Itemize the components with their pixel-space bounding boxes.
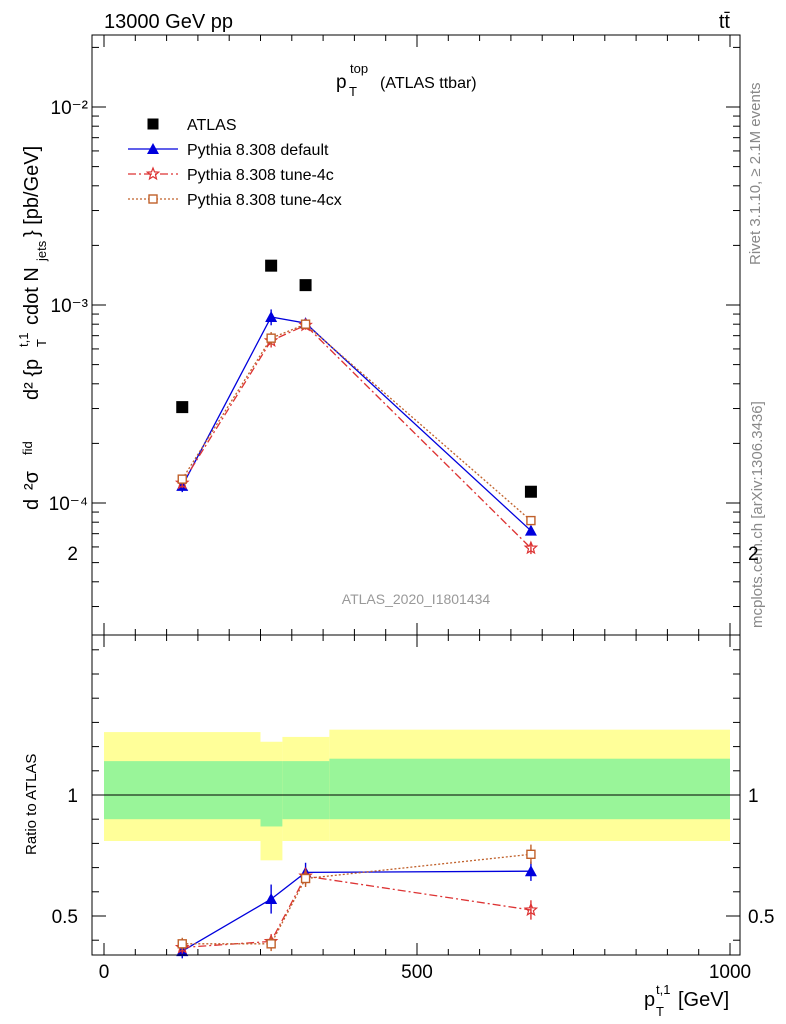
plot-title-sup: top xyxy=(350,61,368,76)
x-axis-label: p t,1 T [GeV] xyxy=(644,982,729,1019)
svg-text:cdot N: cdot N xyxy=(21,267,43,325)
legend-entry: Pythia 8.308 tune-4cx xyxy=(128,192,342,209)
ratio-y-label: Ratio to ATLAS xyxy=(23,754,40,855)
series-line xyxy=(181,316,532,532)
data-point xyxy=(266,939,276,949)
svg-text:} [pb/GeV]: } [pb/GeV] xyxy=(21,146,43,237)
stat-uncertainty-band xyxy=(329,758,730,820)
y-axis-label: d ²σ fid d² {p t,1 T cdot N jets } [pb/G… xyxy=(16,146,49,510)
main-plot-panel: 10⁻⁴ 10⁻³ 10⁻² p top T (ATLAS ttbar) ATLAS… xyxy=(16,34,741,636)
series-line xyxy=(181,323,532,522)
analysis-watermark: ATLAS_2020_I1801434 xyxy=(342,591,491,607)
data-point xyxy=(266,333,276,343)
data-point xyxy=(526,515,536,526)
x-tick-label: 500 xyxy=(401,962,433,983)
stat-uncertainty-band xyxy=(260,761,283,827)
stat-uncertainty-band xyxy=(104,761,261,820)
data-point xyxy=(523,540,539,555)
legend-entry: Pythia 8.308 default xyxy=(128,142,329,159)
ratio-series-pythia-8-308-tune-4cx xyxy=(177,844,536,952)
svg-text:d: d xyxy=(21,499,43,510)
data-point xyxy=(523,902,539,917)
data-point xyxy=(524,865,537,877)
plot-title-sub: T xyxy=(349,84,357,99)
legend-entry: ATLAS xyxy=(147,117,237,134)
ratio-series-pythia-8-308-tune-4c xyxy=(174,867,539,954)
legend-label: ATLAS xyxy=(187,117,237,134)
data-point xyxy=(300,873,311,884)
legend-label: Pythia 8.308 tune-4c xyxy=(187,167,334,184)
data-point xyxy=(265,310,278,322)
data-point xyxy=(300,319,311,329)
svg-text:t,1: t,1 xyxy=(656,982,670,997)
series-line xyxy=(181,870,531,952)
data-point xyxy=(176,401,189,414)
data-point xyxy=(265,259,278,272)
series-line xyxy=(181,324,532,549)
main-y-tick-label: 10⁻² xyxy=(51,98,89,119)
ratio-y-tick-label-right: 1 xyxy=(748,786,759,807)
svg-text:[GeV]: [GeV] xyxy=(678,989,729,1011)
series-atlas xyxy=(176,259,537,498)
data-point xyxy=(299,279,312,292)
series-line xyxy=(182,875,531,949)
plot-title: p xyxy=(336,72,347,93)
series-pythia-8-308-default xyxy=(176,309,537,536)
data-point xyxy=(177,474,187,484)
main-y-tick-label: 10⁻⁴ xyxy=(49,494,88,515)
process-label: tt̄ xyxy=(719,11,731,33)
legend-label: Pythia 8.308 tune-4cx xyxy=(187,192,342,209)
plot-title-suffix: (ATLAS ttbar) xyxy=(380,75,477,92)
series-pythia-8-308-tune-4c xyxy=(174,317,539,555)
series-line xyxy=(182,853,531,945)
ratio-y-tick-label: 0.5 xyxy=(52,907,78,928)
stat-uncertainty-band xyxy=(282,761,330,820)
data-point xyxy=(177,939,187,949)
legend-label: Pythia 8.308 default xyxy=(187,142,329,159)
svg-text:T: T xyxy=(34,339,49,347)
legend: ATLAS Pythia 8.308 default Pythia 8.308 tu… xyxy=(128,117,342,209)
main-y-tick-label: 10⁻³ xyxy=(51,296,89,317)
x-tick-label: 1000 xyxy=(709,962,751,983)
svg-text:fid: fid xyxy=(20,441,35,455)
svg-text:jets: jets xyxy=(34,240,49,262)
svg-text:p: p xyxy=(644,989,655,1011)
rivet-version-label: Rivet 3.1.10, ≥ 2.1M events xyxy=(747,83,764,266)
svg-text:d² {p: d² {p xyxy=(21,359,43,400)
data-point xyxy=(526,849,536,859)
ratio-y-tick-label-right: 0.5 xyxy=(748,907,774,928)
data-point xyxy=(524,485,537,498)
svg-text:T: T xyxy=(656,1004,664,1019)
ratio-y-tick-label: 2 xyxy=(67,544,78,565)
ratio-plot-panel: 0 500 1000 0.5 0.5 1 1 2 2 Ratio to ATLAS xyxy=(23,544,774,983)
x-tick-label: 0 xyxy=(99,962,110,983)
data-point xyxy=(524,524,537,536)
svg-text:²σ: ²σ xyxy=(21,470,43,490)
series-pythia-8-308-tune-4cx xyxy=(177,319,536,526)
mcplots-label: mcplots.cern.ch [arXiv:1306.3436] xyxy=(749,401,766,628)
data-point xyxy=(265,893,278,905)
ratio-y-tick-label-right: 2 xyxy=(748,544,759,565)
svg-text:t,1: t,1 xyxy=(16,333,31,347)
legend-entry: Pythia 8.308 tune-4c xyxy=(128,166,334,184)
ratio-y-tick-label: 1 xyxy=(67,786,78,807)
beam-label: 13000 GeV pp xyxy=(104,11,233,33)
